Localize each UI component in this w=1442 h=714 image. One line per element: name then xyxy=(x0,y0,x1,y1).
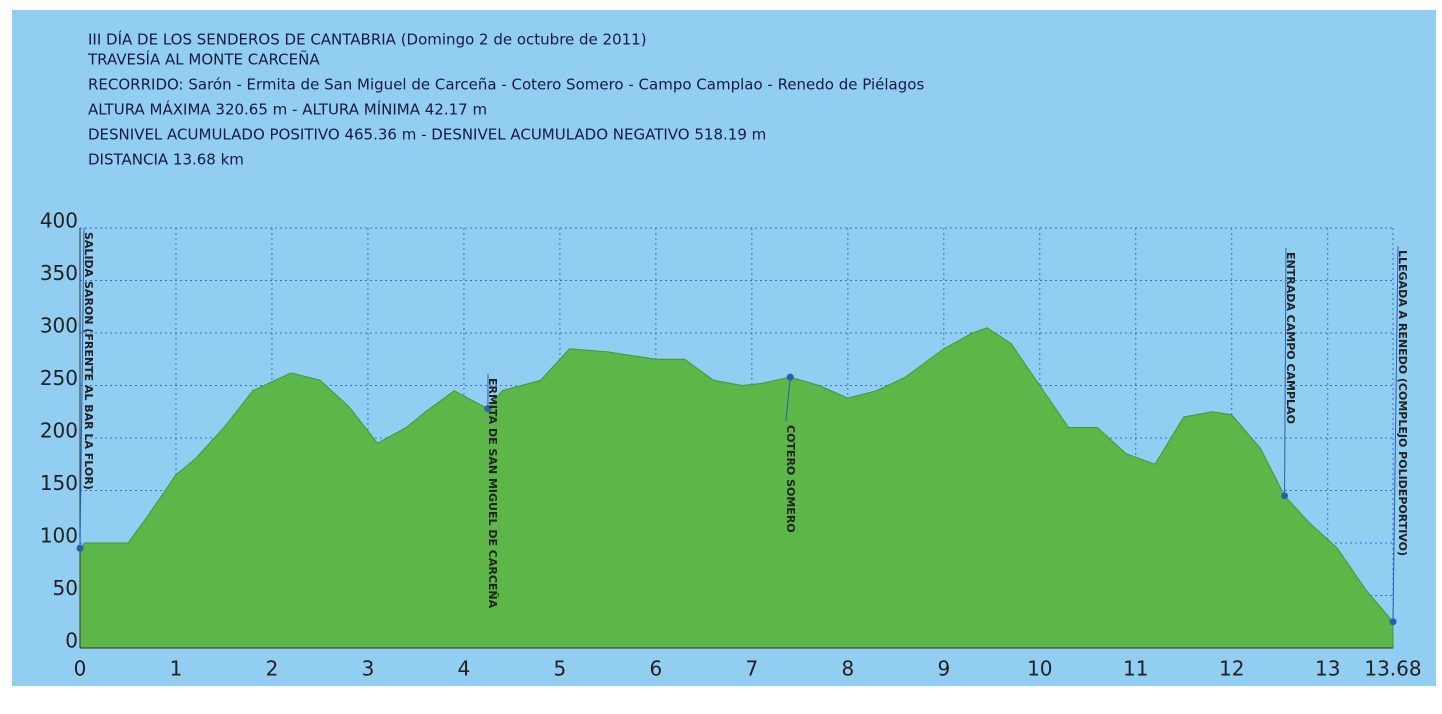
y-tick-label: 250 xyxy=(40,366,78,390)
y-tick-label: 100 xyxy=(40,524,78,548)
waypoint-label: COTERO SOMERO xyxy=(784,425,797,533)
x-tick-label: 1 xyxy=(170,657,183,681)
waypoint-label: LLEGADA A RENEDO (COMPLEJO POLIDEPORTIVO… xyxy=(1396,250,1409,556)
subtitle-line: RECORRIDO: Sarón - Ermita de San Miguel … xyxy=(88,76,924,94)
y-tick-label: 0 xyxy=(65,629,78,653)
x-tick-label: 13 xyxy=(1315,657,1340,681)
waypoint-label: SALIDA SARON (FRENTE AL BAR LA FLOR) xyxy=(82,232,95,490)
x-tick-label: 13.68 xyxy=(1364,657,1421,681)
x-tick-label: 10 xyxy=(1027,657,1052,681)
elevation-area xyxy=(79,327,1394,649)
x-tick-label: 5 xyxy=(554,657,567,681)
x-tick-label: 4 xyxy=(458,657,471,681)
chart-title: III DÍA DE LOS SENDEROS DE CANTABRIA (Do… xyxy=(88,30,647,49)
x-tick-label: 11 xyxy=(1123,657,1148,681)
y-tick-label: 350 xyxy=(40,261,78,285)
subtitle-line: DESNIVEL ACUMULADO POSITIVO 465.36 m - D… xyxy=(88,126,766,144)
subtitle-line: TRAVESÍA AL MONTE CARCEÑA xyxy=(87,50,320,69)
waypoint-leader xyxy=(79,227,85,549)
subtitle-line: ALTURA MÁXIMA 320.65 m - ALTURA MÍNIMA 4… xyxy=(88,100,487,119)
waypoint-marker xyxy=(1281,492,1289,500)
waypoint-marker xyxy=(484,405,492,413)
x-tick-label: 9 xyxy=(937,657,950,681)
waypoint-leader xyxy=(1284,247,1287,496)
x-tick-label: 0 xyxy=(74,657,87,681)
y-tick-label: 200 xyxy=(40,419,78,443)
x-tick-label: 2 xyxy=(266,657,279,681)
x-tick-label: 3 xyxy=(362,657,375,681)
waypoint-label: ENTRADA CAMPO CAMPLAO xyxy=(1284,252,1297,424)
waypoint-marker xyxy=(76,544,84,552)
x-tick-label: 7 xyxy=(745,657,758,681)
subtitle-line: DISTANCIA 13.68 km xyxy=(88,151,244,169)
waypoint-leader xyxy=(785,377,791,422)
y-tick-label: 400 xyxy=(40,209,78,233)
waypoint-marker xyxy=(786,373,794,381)
y-tick-label: 300 xyxy=(40,314,78,338)
y-tick-label: 50 xyxy=(53,576,78,600)
y-tick-label: 150 xyxy=(40,471,78,495)
waypoint-label: ERMITA DE SAN MIGUEL DE CARCEÑA xyxy=(486,378,499,609)
x-tick-label: 6 xyxy=(650,657,663,681)
waypoint-leader xyxy=(1392,245,1399,622)
x-tick-label: 12 xyxy=(1219,657,1244,681)
x-tick-label: 8 xyxy=(841,657,854,681)
waypoint-marker xyxy=(1389,618,1397,626)
